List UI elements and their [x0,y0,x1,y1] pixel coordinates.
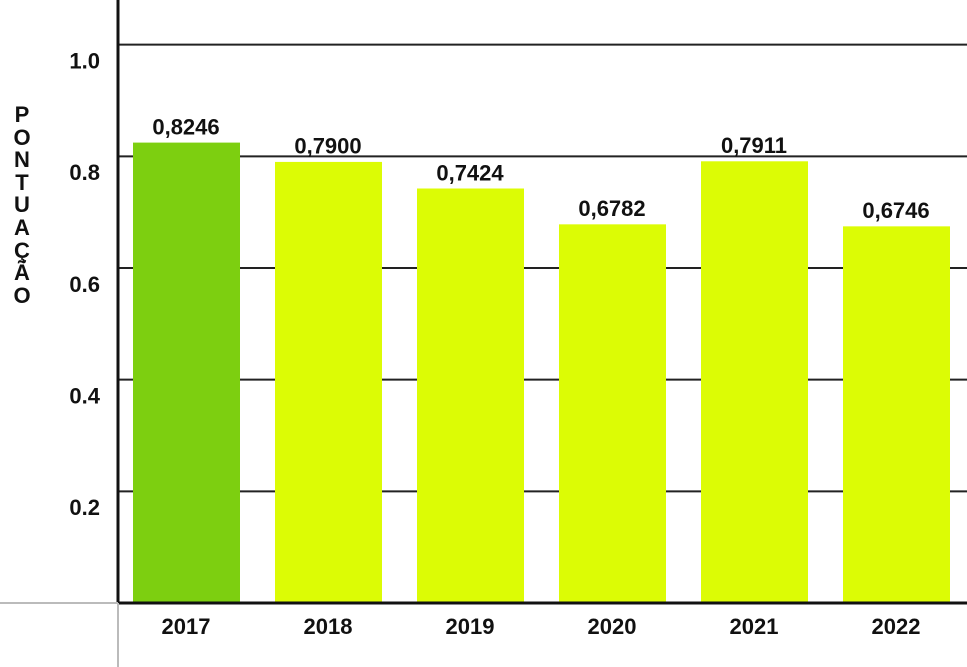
bar [701,161,808,604]
bar [275,161,382,603]
bar [843,226,950,603]
value-label: 0,6782 [578,196,645,221]
value-label: 0,7424 [436,160,504,185]
x-tick-label: 2021 [730,614,779,639]
x-tick-label: 2022 [872,614,921,639]
y-tick-label: 0.2 [69,495,100,520]
y-axis-title: PONTUAÇÃO [13,102,31,308]
y-tick-label: 0.4 [69,383,100,408]
bar [417,188,524,603]
y-tick-label: 0.8 [69,160,100,185]
x-tick-label: 2020 [588,614,637,639]
value-label: 0,6746 [862,198,929,223]
value-label: 0,7911 [721,133,787,158]
x-tick-label: 2018 [304,614,353,639]
y-tick-label: 1.0 [69,48,100,73]
x-tick-label: 2019 [446,614,495,639]
x-tick-label: 2017 [162,614,211,639]
y-tick-label: 0.6 [69,272,100,297]
bar [133,142,240,603]
value-label: 0,7900 [294,134,361,159]
bar [559,224,666,604]
value-label: 0,8246 [152,114,219,139]
